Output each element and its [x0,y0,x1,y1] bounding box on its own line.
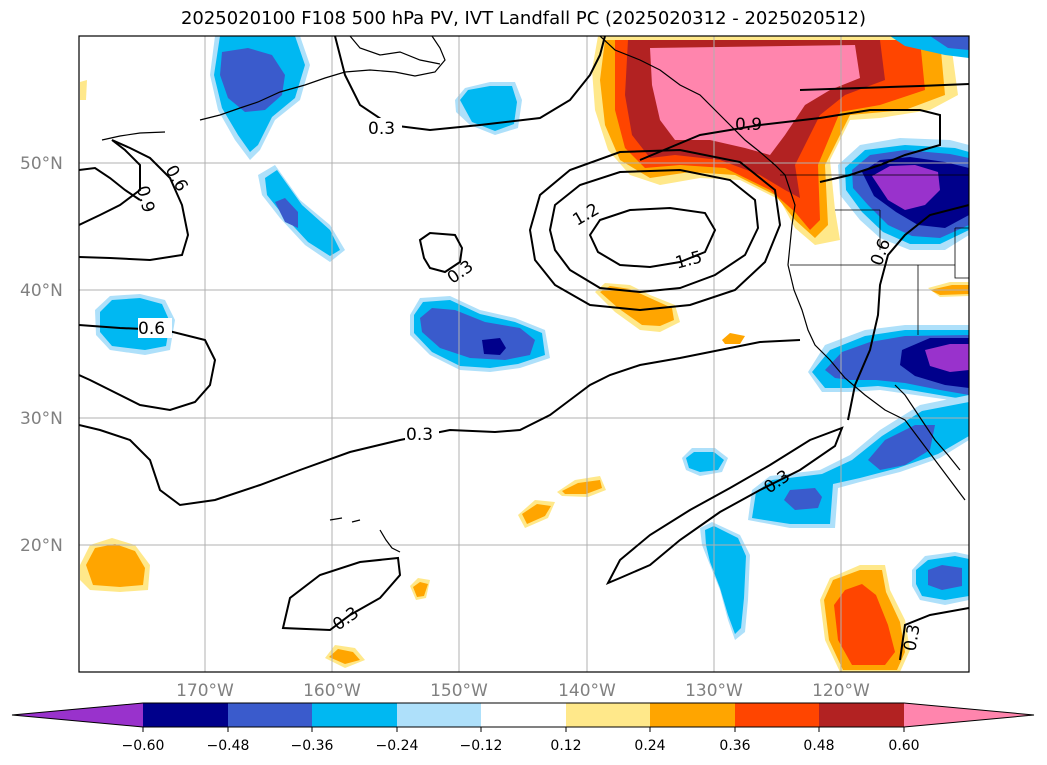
negative-ivt-region-pnw [872,165,940,210]
positive-ivt-region [562,480,602,494]
pv-contour-0.6 [847,204,969,421]
pv-contour-0.3 [605,426,844,585]
colorbar-bin [143,703,228,727]
lat-label-30n: 30°N [20,409,63,429]
lat-label-50n: 50°N [20,154,63,174]
lon-label-150w: 150°W [430,681,488,701]
colorbar-bin [312,703,397,727]
contour-label-bg [405,424,439,444]
colorbar-extend-min [12,703,143,727]
colorbar-tick-label: 0.60 [888,738,919,754]
map-frame [78,35,970,673]
colorbar-bin [819,703,904,727]
colorbar-bin [397,703,481,727]
negative-ivt-region-central [420,308,535,360]
pv-contour-1.5 [588,206,717,269]
pv-contour-0.3 [899,607,969,661]
negative-ivt-region [275,198,298,228]
positive-ivt-region-bc [650,45,860,155]
contour-label-0.6: 0.6 [138,319,165,339]
lon-label-170w: 170°W [176,681,234,701]
lat-label-40n: 40°N [20,281,63,301]
positive-ivt-region [413,582,428,597]
colorbar-tick-label: −0.60 [122,738,165,754]
pv-contour-0.9 [639,109,941,183]
pv-contour-0.3 [334,36,606,132]
lon-label-120w: 120°W [812,681,870,701]
lon-label-130w: 130°W [685,681,743,701]
colorbar-extend-max [904,703,1034,727]
negative-ivt-region [460,86,517,131]
negative-ivt-region-bering [220,48,285,112]
positive-ivt-region [329,649,360,664]
colorbar-tick-label: −0.36 [291,738,334,754]
contour-label-0.3: 0.3 [900,623,924,653]
colorbar-tick-label: 0.48 [803,738,834,754]
colorbar-tick-label: 0.24 [634,738,665,754]
colorbar-bin [566,703,650,727]
colorbar-tick-label: −0.12 [460,738,503,754]
pv-contour-0.9 [799,83,969,91]
pv-contours [79,36,969,661]
latitude-labels: 50°N 40°N 30°N 20°N [20,154,63,556]
negative-ivt-region-central [482,338,506,355]
colorbar-tick-label: 0.36 [719,738,750,754]
positive-ivt-region [722,333,745,344]
political-borders [780,174,969,335]
pv-contour-0.3 [281,556,402,632]
negative-ivt-region [928,565,962,590]
positive-ivt-region [600,286,674,326]
colorbar: −0.60 −0.48 −0.36 −0.24 −0.12 0.12 0.24 … [11,702,1035,754]
contour-label-bg [368,118,402,138]
colorbar-bin [650,703,735,727]
contour-label-0.9: 0.9 [735,115,762,135]
negative-ivt-region-subtropical [784,488,822,510]
pv-contour-0.3 [79,339,801,507]
positive-ivt-region-mexico [834,584,895,665]
lon-label-140w: 140°W [558,681,616,701]
negative-ivt-region [265,170,340,256]
contour-label-0.3: 0.3 [406,425,433,445]
lat-label-20n: 20°N [20,536,63,556]
positive-ivt-region [80,80,87,100]
colorbar-bin [481,703,566,727]
pv-contour-0.9 [79,166,141,201]
colorbar-tick-label: −0.48 [207,738,250,754]
map-gridlines [79,36,969,672]
negative-ivt-region [930,36,969,50]
negative-ivt-region-california [925,344,969,372]
pv-contour-0.3 [418,231,464,274]
colorbar-tick-label: 0.12 [550,738,581,754]
negative-ivt-region-subtropical [868,425,935,470]
colorbar-tick-label: −0.24 [376,738,419,754]
map-title: 2025020100 F108 500 hPa PV, IVT Landfall… [180,8,867,29]
longitude-labels: 170°W 160°W 150°W 140°W 130°W 120°W [176,681,870,701]
pv-contour-0.6 [79,139,190,262]
pv-contour-0.9 [79,139,141,226]
contour-label-0.3: 0.3 [368,119,395,139]
positive-ivt-region [522,504,551,524]
pv-contour-1.2 [528,148,782,312]
negative-ivt-region [705,526,746,634]
positive-ivt-region [86,544,145,587]
pv-contour-1.2 [548,168,760,294]
lon-label-160w: 160°W [303,681,361,701]
colorbar-bin [735,703,819,727]
contour-label-bg [138,318,172,338]
colorbar-bin [228,703,312,727]
